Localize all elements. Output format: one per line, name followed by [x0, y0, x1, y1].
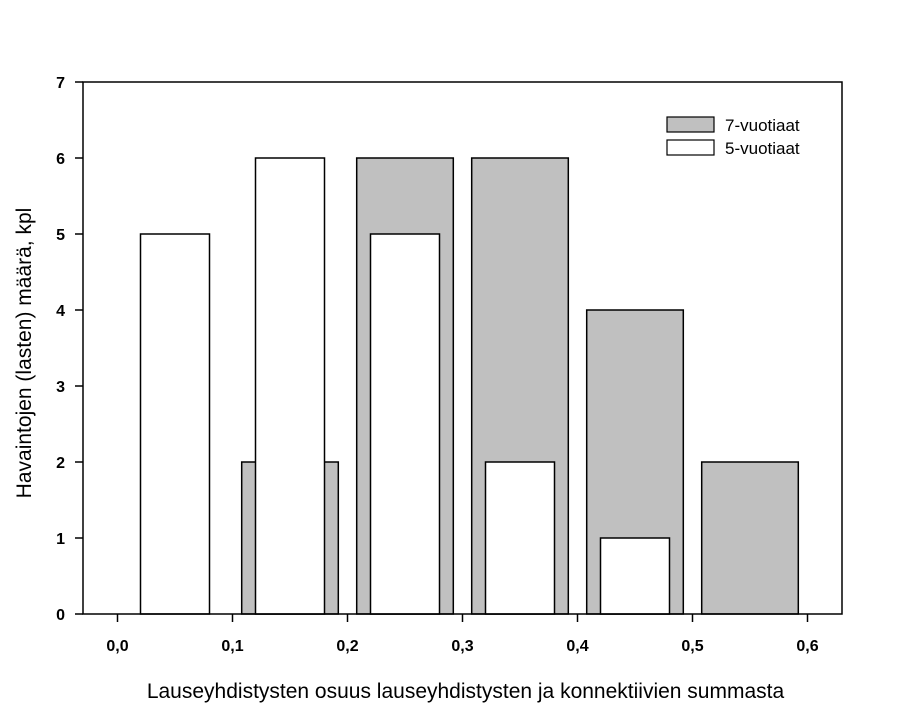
y-tick-label: 7	[56, 75, 65, 92]
y-tick-label: 3	[56, 379, 65, 396]
legend-label-age7: 7-vuotiaat	[725, 116, 800, 135]
legend-label-age5: 5-vuotiaat	[725, 139, 800, 158]
y-axis-title: Havaintojen (lasten) määrä, kpl	[13, 208, 36, 499]
y-tick-label: 1	[56, 531, 65, 548]
x-tick-label: 0,2	[336, 638, 358, 655]
y-tick-label: 6	[56, 151, 65, 168]
bar-age5-1	[254, 157, 326, 615]
x-tick-label: 0,4	[566, 638, 588, 655]
x-tick-label: 0,0	[106, 638, 128, 655]
bars-layer	[139, 157, 800, 615]
x-tick-label: 0,5	[681, 638, 703, 655]
x-axis-title: Lauseyhdistysten osuus lauseyhdistysten …	[147, 680, 785, 703]
bar-age5-3	[484, 461, 556, 615]
x-tick-label: 0,3	[451, 638, 473, 655]
x-tick-label: 0,6	[796, 638, 818, 655]
bar-age5-0	[139, 233, 211, 615]
x-axis: 0,0 0,1 0,2 0,3 0,4 0,5 0,6	[106, 614, 819, 655]
y-tick-label: 5	[56, 227, 65, 244]
y-tick-label: 2	[56, 455, 65, 472]
legend-swatch-age7	[666, 116, 715, 133]
legend-swatch-age5	[666, 139, 715, 156]
bar-age7-4	[700, 461, 800, 615]
bar-age5-4	[599, 537, 671, 615]
y-tick-label: 4	[56, 303, 65, 320]
legend: 7-vuotiaat 5-vuotiaat	[666, 116, 800, 158]
x-tick-label: 0,1	[221, 638, 243, 655]
bar-age5-2	[369, 233, 441, 615]
y-axis: 0 1 2 3 4 5 6 7	[56, 75, 83, 624]
y-tick-label: 0	[56, 607, 65, 624]
